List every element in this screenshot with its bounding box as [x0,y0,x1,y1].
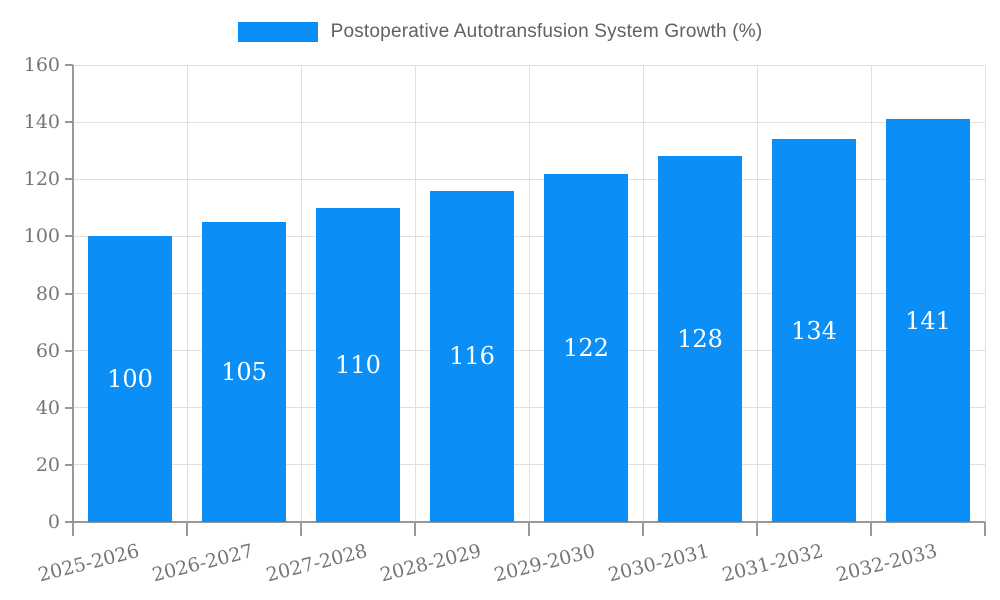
gridline-vertical [984,65,986,522]
gridline-vertical [300,65,302,522]
y-axis-tick [65,178,73,181]
x-axis-tick-label: 2027-2028 [263,540,370,587]
x-axis-tick-label: 2025-2026 [35,540,142,587]
x-axis-tick [756,522,758,536]
y-axis-tick [65,406,73,409]
legend-title[interactable]: Postoperative Autotransfusion System Gro… [330,21,763,42]
y-axis-tick-label: 140 [23,111,60,134]
x-axis-tick [72,522,74,536]
x-axis-tick [870,522,872,536]
y-axis-line [72,65,74,522]
gridline-vertical [870,65,872,522]
y-axis-tick [65,521,73,523]
bar [316,207,400,522]
y-axis-tick [65,292,73,295]
y-axis-tick [65,64,73,66]
x-axis-tick-label: 2026-2027 [149,540,256,587]
x-axis-tick [414,522,416,536]
x-axis-tick-label: 2031-2032 [719,540,826,587]
bar [430,190,514,522]
bar [202,222,286,522]
y-axis-tick-label: 20 [35,453,60,476]
legend-color-swatch[interactable] [237,22,318,42]
bar-value-label: 110 [335,350,381,379]
y-axis-tick [65,121,73,124]
x-axis-tick-label: 2032-2033 [833,540,940,587]
gridline-vertical [756,65,758,522]
bar [772,139,856,522]
x-axis-tick [642,522,644,536]
bar [886,119,970,522]
chart-legend[interactable]: Postoperative Autotransfusion System Gro… [0,20,1000,44]
bar-value-label: 128 [677,325,723,354]
bar-value-label: 116 [449,342,495,371]
bar [658,156,742,522]
bar-value-label: 134 [791,316,837,345]
gridline-vertical [186,65,188,522]
bar [544,173,628,522]
bar [88,236,172,522]
x-axis-tick-label: 2030-2031 [605,540,712,587]
gridline-vertical [528,65,530,522]
bar-value-label: 122 [563,333,609,362]
y-axis-tick-label: 160 [23,54,60,76]
gridline-vertical [642,65,644,522]
y-axis-tick-label: 80 [35,282,60,305]
x-axis-tick-label: 2029-2030 [491,540,598,587]
y-axis-tick-label: 100 [23,225,60,248]
x-axis-tick-label: 2028-2029 [377,540,484,587]
x-axis-tick [186,522,188,536]
y-axis-tick [65,349,73,352]
y-axis-tick-label: 120 [23,168,60,191]
x-axis-tick [528,522,530,536]
x-axis-tick [300,522,302,536]
gridline-vertical [414,65,416,522]
x-axis-tick [984,522,986,536]
y-axis-tick [65,463,73,466]
y-axis-tick-label: 0 [47,511,60,533]
bar-value-label: 100 [107,365,153,394]
bar-value-label: 141 [905,306,951,335]
y-axis-tick [65,235,73,238]
bar-value-label: 105 [221,358,267,387]
y-axis-tick-label: 60 [35,339,60,362]
y-axis-tick-label: 40 [35,396,60,419]
x-axis-line [73,521,985,523]
